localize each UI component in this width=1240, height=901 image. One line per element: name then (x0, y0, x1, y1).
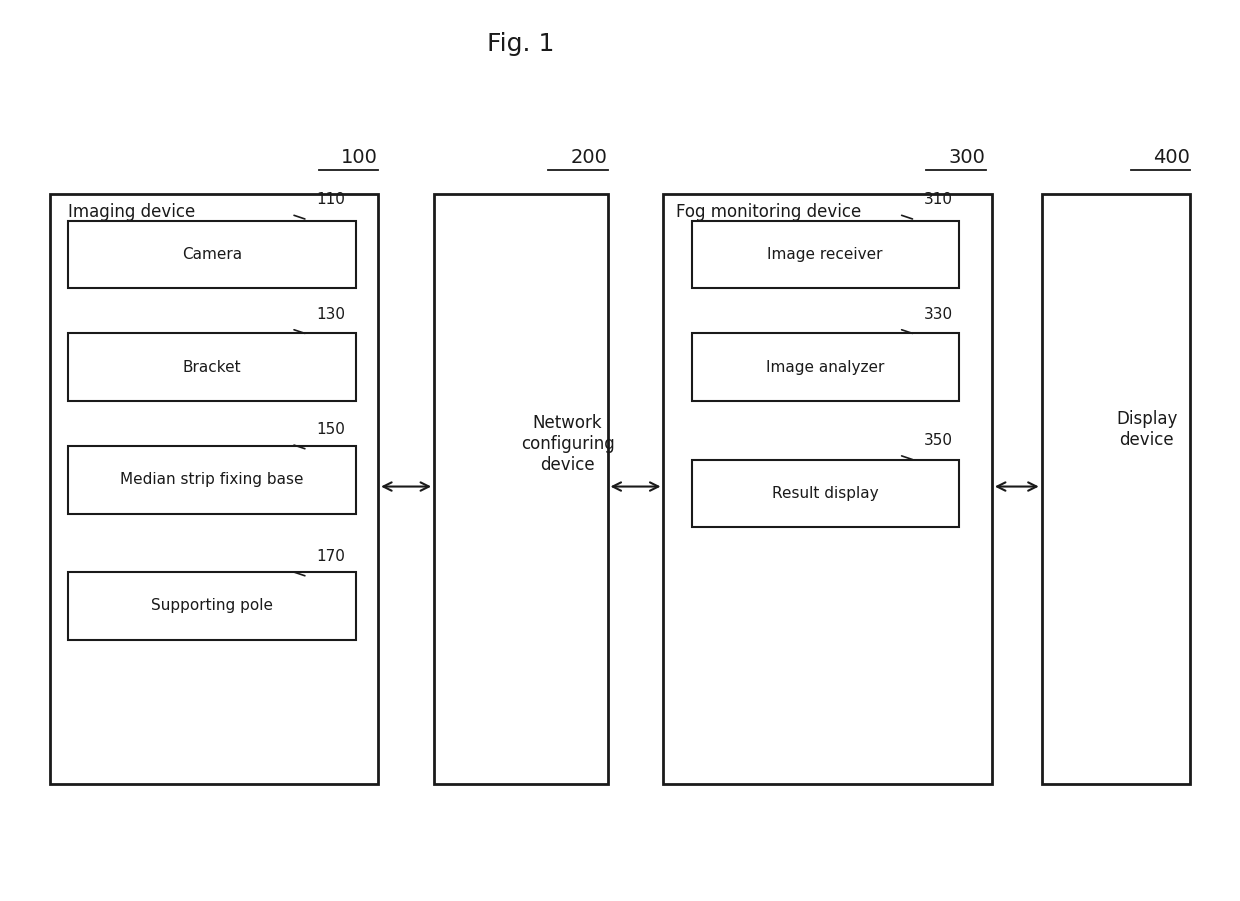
Bar (692, 333, 959, 401)
Text: Supporting pole: Supporting pole (151, 598, 273, 614)
Text: Median strip fixing base: Median strip fixing base (120, 472, 304, 487)
Text: 330: 330 (924, 306, 952, 322)
Text: Fog monitoring device: Fog monitoring device (676, 203, 861, 221)
Bar (50, 194, 378, 784)
Text: Network
configuring
device: Network configuring device (521, 414, 615, 474)
Text: 130: 130 (316, 306, 345, 322)
Text: Display
device: Display device (1116, 410, 1177, 449)
Bar (434, 194, 608, 784)
Text: 1: 1 (1091, 265, 1104, 284)
Bar (692, 221, 959, 288)
Text: 350: 350 (924, 432, 952, 448)
Text: Result display: Result display (773, 486, 878, 501)
Bar (68, 221, 356, 288)
Text: Fig. 1: Fig. 1 (487, 32, 554, 56)
Bar (692, 460, 959, 527)
Text: 300: 300 (949, 148, 986, 167)
Text: Image analyzer: Image analyzer (766, 359, 884, 375)
Bar (68, 333, 356, 401)
Bar (68, 572, 356, 640)
Bar (1042, 194, 1190, 784)
Text: Imaging device: Imaging device (68, 203, 196, 221)
Text: 100: 100 (341, 148, 378, 167)
Text: Bracket: Bracket (182, 359, 242, 375)
Text: Image receiver: Image receiver (768, 247, 883, 262)
Text: Camera: Camera (182, 247, 242, 262)
Bar (68, 446, 356, 514)
Bar (663, 194, 992, 784)
Text: 150: 150 (316, 422, 345, 437)
Text: 170: 170 (316, 549, 345, 564)
Text: 400: 400 (1153, 148, 1190, 167)
Text: 110: 110 (316, 192, 345, 207)
Text: 200: 200 (570, 148, 608, 167)
Text: 310: 310 (924, 192, 952, 207)
